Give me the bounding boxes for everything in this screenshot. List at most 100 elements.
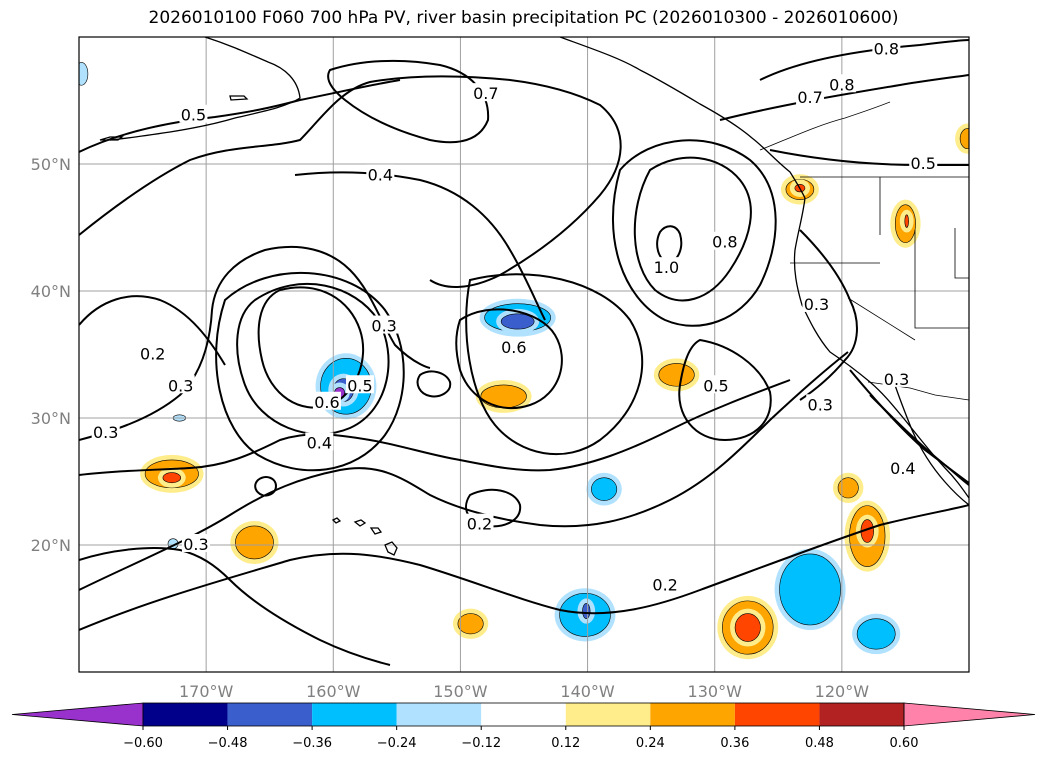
pv-contour-label-bg-23: [181, 534, 210, 552]
pv-contour-label-5: 0.4: [368, 165, 393, 184]
pv-contour-label-bg-0: [179, 104, 208, 123]
pv-contour-label-8: 1.0: [654, 258, 679, 277]
border-alaska-canada: [759, 101, 891, 151]
pv-contour-label-bg-24: [651, 574, 680, 593]
colorbar-tick-label-5: 0.12: [551, 736, 580, 751]
pv-contour-0.3-west: [79, 246, 431, 441]
colorbar-segment-3: [396, 703, 482, 726]
pv-contour-label-14: 0.5: [347, 376, 372, 395]
colorbar-tick-label-1: −0.48: [208, 736, 248, 751]
pv-contour-label-20: 0.4: [307, 433, 332, 452]
pv-contour-label-bg-7: [710, 231, 739, 250]
pv-contour-0.4-central: [79, 379, 791, 476]
precip-pc-blob-23: [837, 477, 859, 499]
pv-contour-label-bg-3: [827, 74, 856, 93]
political-borders: [759, 101, 969, 401]
pv-contour-label-bg-1: [471, 83, 500, 102]
precip-pc-blob-27: [904, 214, 909, 228]
pv-contour-label-4: 0.7: [797, 88, 822, 107]
pv-contour-0.3-california: [799, 229, 858, 401]
pv-contour-0.5-east: [769, 149, 969, 166]
pv-contours: [79, 39, 969, 666]
pv-contour-label-bg-10: [370, 315, 399, 334]
pv-contour-label-2: 0.8: [874, 40, 899, 59]
pv-contour-0.4-upper: [79, 75, 622, 288]
pv-contour-label-18: 0.3: [884, 370, 909, 389]
pv-contour-label-12: 0.2: [140, 345, 165, 364]
pv-contour-0.5-loop: [236, 282, 390, 436]
pv-contour-label-10: 0.3: [371, 317, 396, 336]
precip-pc-blob-7: [582, 603, 591, 619]
pv-contour-label-bg-15: [312, 391, 341, 410]
y-tick-label-2: 40°N: [31, 282, 71, 301]
pv-contour-0.2-south: [79, 504, 969, 631]
pv-contour-label-19: 0.3: [93, 423, 118, 442]
coastline: [99, 37, 969, 556]
pv-contour-0.5-east: [678, 338, 772, 442]
pv-contour-0.4-loop: [215, 271, 405, 472]
island-aleutian-2: [99, 136, 124, 141]
precip-pc-blob-28: [959, 128, 969, 150]
colorbar-segment-2: [312, 703, 397, 726]
pv-contour-label-0: 0.5: [181, 106, 206, 125]
colorbar-tick-label-6: 0.24: [636, 736, 665, 751]
coastline-alaska-path: [109, 37, 301, 141]
x-tick-label-1: 160°W: [306, 682, 361, 701]
pv-contour-label-bg-16: [701, 375, 730, 394]
pv-contour-label-bg-6: [909, 153, 938, 171]
precip-pc-blob-9: [856, 618, 896, 650]
x-tick-label-2: 150°W: [433, 682, 488, 701]
colorbar-tick-label-0: −0.60: [123, 736, 163, 751]
pv-contour-label-bg-9: [802, 293, 831, 312]
pv-contour-1.0-high: [633, 156, 752, 302]
pv-contour-0.3-sw: [79, 547, 391, 666]
colorbar-tick-label-8: 0.48: [805, 736, 834, 751]
colorbar-tick-label-7: 0.36: [720, 736, 749, 751]
pv-contour-label-bg-11: [499, 337, 528, 356]
pv-contour-label-bg-14: [345, 375, 374, 394]
colorbar-segment-8: [819, 703, 904, 726]
y-tick-label-1: 30°N: [31, 409, 71, 428]
colorbar-tick-label-3: −0.24: [377, 736, 417, 751]
pv-contour-label-bg-4: [796, 86, 825, 105]
precip-pc-blob-20: [734, 613, 761, 642]
pv-contour-label-bg-12: [138, 343, 167, 362]
colorbar-segment-7: [734, 703, 820, 726]
precip-pc-shading: [79, 62, 969, 660]
x-tick-label-0: 170°W: [179, 682, 234, 701]
colorbar-extend-high: [903, 702, 1036, 727]
pv-contour-0.7-north: [327, 59, 490, 144]
colorbar-segment-5: [565, 703, 651, 726]
island-hawaii-2: [353, 519, 367, 527]
pv-contour-label-bg-5: [366, 164, 395, 183]
colorbar-outline: [142, 702, 905, 727]
island-aleutian-1: [229, 95, 249, 101]
colorbar-tick-label-4: −0.12: [461, 736, 501, 751]
pv-contour-0.6-mid: [455, 308, 563, 410]
coastline-baja-path: [894, 384, 969, 506]
precip-pc-blob-8: [779, 553, 841, 626]
pv-contour-label-bg-20: [305, 432, 334, 451]
colorbar-extend-low: [11, 702, 144, 727]
pv-contour-0.7-ne: [719, 74, 969, 121]
x-tick-label-5: 120°W: [815, 682, 870, 701]
precip-pc-blob-5: [591, 477, 618, 501]
island-hawaii-4: [384, 541, 398, 556]
pv-contour-label-16: 0.5: [703, 376, 728, 395]
pv-contour-label-24: 0.2: [652, 576, 677, 595]
gridlines: [79, 37, 969, 672]
pv-contour-0.4-se: [849, 369, 969, 484]
pv-contour-label-11: 0.6: [501, 338, 526, 357]
border-state-2: [847, 297, 916, 341]
colorbar-segment-0: [143, 703, 228, 726]
pv-contour-label-bg-8: [652, 257, 681, 276]
pv-contour-label-bg-21: [888, 457, 917, 476]
pv-contour-label-17: 0.3: [808, 395, 833, 414]
pv-contour-0.8-ne: [759, 39, 969, 81]
precip-pc-blob-18: [457, 613, 484, 635]
pv-contour-label-bg-18: [882, 368, 911, 387]
pv-contour-label-9: 0.3: [804, 295, 829, 314]
pv-contour-label-3: 0.8: [829, 75, 854, 94]
axis-tick-labels: 170°W 160°W 150°W 140°W 130°W 120°W 20°N 30°N 40…: [31, 155, 870, 701]
